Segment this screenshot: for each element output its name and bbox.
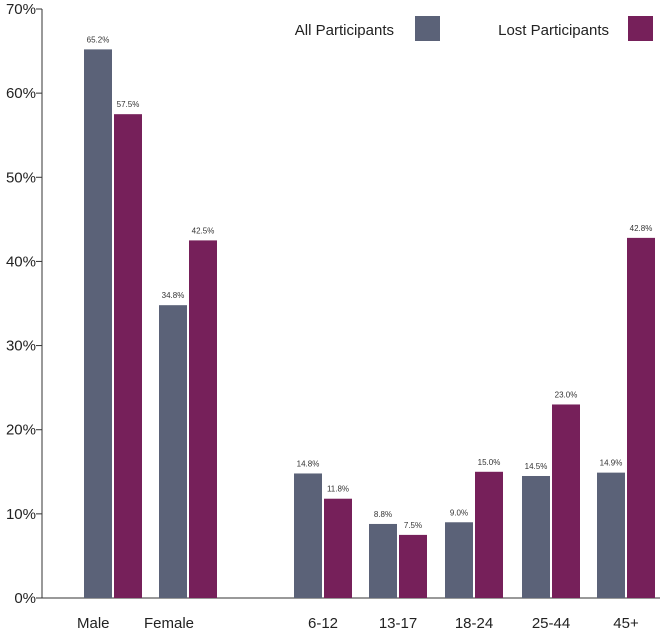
category-label: 45+ bbox=[613, 615, 639, 632]
legend-label: Lost Participants bbox=[498, 22, 609, 39]
bar-all-45+ bbox=[597, 472, 625, 598]
y-tick-label: 0% bbox=[14, 590, 36, 607]
y-tick-label: 10% bbox=[6, 506, 36, 523]
y-tick-label: 70% bbox=[6, 1, 36, 18]
bar-all-25-44 bbox=[522, 475, 550, 598]
data-label: 11.8% bbox=[327, 485, 349, 494]
data-label: 14.9% bbox=[600, 459, 623, 468]
data-label: 23.0% bbox=[555, 390, 578, 399]
data-label: 34.8% bbox=[162, 291, 185, 300]
category-label: Female bbox=[144, 615, 194, 632]
data-label: 7.5% bbox=[404, 521, 422, 530]
y-ticks: 0% 10% 20% 30% 40% 50% 60% 70% bbox=[6, 1, 42, 607]
data-label: 42.5% bbox=[192, 226, 215, 235]
legend-swatch bbox=[628, 16, 653, 41]
y-tick-label: 30% bbox=[6, 338, 36, 355]
bar-lost-25-44 bbox=[552, 404, 580, 598]
bar-all-Female bbox=[159, 305, 187, 598]
category-labels: Male Female 6-12 13-17 18-24 25-44 45+ bbox=[77, 615, 639, 632]
category-label: 13-17 bbox=[379, 615, 417, 632]
legend-label: All Participants bbox=[295, 22, 394, 39]
legend-swatch bbox=[415, 16, 440, 41]
y-tick-label: 50% bbox=[6, 169, 36, 186]
bar-all-18-24 bbox=[445, 522, 473, 598]
category-label: Male bbox=[77, 615, 110, 632]
data-label: 65.2% bbox=[87, 35, 110, 44]
legend: All Participants Lost Participants bbox=[295, 16, 653, 41]
bar-lost-Male bbox=[114, 114, 142, 598]
bar-all-6-12 bbox=[294, 473, 322, 598]
y-tick-label: 60% bbox=[6, 85, 36, 102]
data-label: 15.0% bbox=[478, 458, 501, 467]
bar-lost-Female bbox=[189, 240, 217, 598]
data-labels: 65.2% 57.5% 34.8% 42.5% 14.8% 11.8% 8.8% 7.5% 9.… bbox=[87, 35, 653, 530]
category-label: 6-12 bbox=[308, 615, 338, 632]
data-label: 57.5% bbox=[117, 100, 140, 109]
bar-all-Male bbox=[84, 49, 112, 599]
bar-all-13-17 bbox=[369, 523, 397, 598]
bar-lost-6-12 bbox=[324, 498, 352, 598]
y-tick-label: 20% bbox=[6, 422, 36, 439]
data-label: 8.8% bbox=[374, 510, 392, 519]
category-label: 18-24 bbox=[455, 615, 493, 632]
bar-lost-13-17 bbox=[399, 534, 427, 598]
bar-lost-18-24 bbox=[475, 471, 503, 598]
data-label: 42.8% bbox=[630, 224, 653, 233]
y-tick-label: 40% bbox=[6, 253, 36, 270]
bar-lost-45+ bbox=[627, 237, 655, 598]
data-label: 9.0% bbox=[450, 508, 468, 517]
data-label: 14.5% bbox=[525, 462, 548, 471]
category-label: 25-44 bbox=[532, 615, 570, 632]
bars bbox=[84, 49, 655, 599]
data-label: 14.8% bbox=[297, 459, 320, 468]
